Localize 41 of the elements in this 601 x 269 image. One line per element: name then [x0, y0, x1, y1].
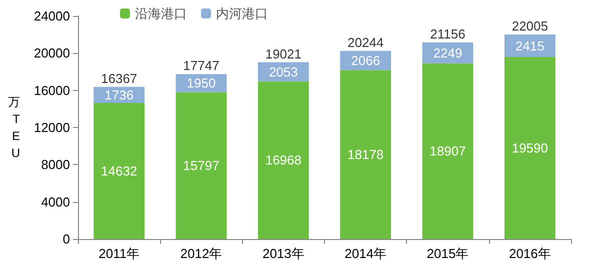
data-label: 1950 [186, 76, 216, 91]
total-label: 19021 [265, 46, 302, 62]
x-tick-label: 2012年 [180, 246, 222, 261]
y-tick-label: 12000 [34, 120, 70, 135]
x-tick-label: 2013年 [262, 246, 304, 261]
data-label: 16968 [265, 152, 302, 168]
bar [422, 63, 474, 239]
x-tick-label: 2016年 [508, 246, 551, 261]
y-tick-label: 4000 [41, 194, 70, 210]
bar [94, 103, 145, 239]
y-tick-label: 24000 [34, 8, 70, 24]
total-label: 16367 [101, 70, 138, 86]
y-tick-label: 20000 [34, 46, 70, 61]
bar [504, 56, 556, 239]
x-tick-label: 2015年 [426, 246, 469, 261]
x-tick-label: 2011年 [98, 246, 140, 261]
bar [340, 70, 392, 239]
total-label: 17747 [183, 58, 220, 74]
data-label: 2053 [268, 64, 298, 80]
y-tick-label: 8000 [41, 157, 70, 172]
y-tick-label: 16000 [34, 82, 70, 98]
total-label: 21156 [430, 26, 466, 42]
x-tick-label: 2014年 [344, 246, 387, 261]
y-tick-label: 0 [62, 232, 70, 246]
bar [176, 92, 227, 239]
data-label: 15797 [183, 158, 220, 174]
data-label: 14632 [101, 164, 138, 179]
total-label: 20244 [348, 34, 384, 50]
data-label: 18178 [348, 147, 384, 162]
y-axis-title: 万TEU [8, 95, 21, 160]
legend-label: 内河港口 [216, 6, 268, 21]
data-label: 2415 [515, 38, 544, 54]
total-label: 22005 [512, 18, 548, 34]
data-label: 19590 [512, 140, 548, 156]
data-label: 1736 [104, 87, 134, 102]
data-label: 2066 [351, 53, 380, 68]
data-label: 18907 [430, 144, 466, 159]
bar [504, 34, 556, 57]
data-label: 2249 [433, 45, 462, 60]
legend-label: 沿海港口 [135, 6, 187, 21]
bar [258, 81, 309, 239]
